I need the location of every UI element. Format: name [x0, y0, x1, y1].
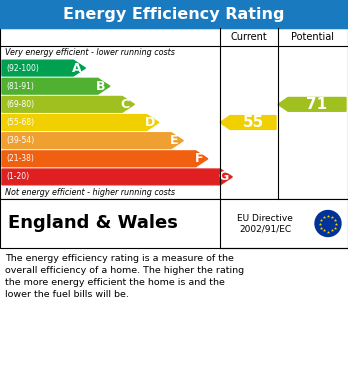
- Text: 2002/91/EC: 2002/91/EC: [239, 224, 291, 233]
- Text: D: D: [145, 116, 155, 129]
- Text: 71: 71: [307, 97, 327, 112]
- Polygon shape: [2, 115, 159, 130]
- Bar: [0, 0, 348, 28]
- Text: Potential: Potential: [292, 32, 334, 42]
- Bar: [0, 199, 348, 248]
- Text: the more energy efficient the home is and the: the more energy efficient the home is an…: [5, 278, 225, 287]
- Text: (81-91): (81-91): [6, 82, 34, 91]
- Text: 55: 55: [242, 115, 264, 130]
- Text: (39-54): (39-54): [6, 136, 34, 145]
- Text: F: F: [195, 152, 203, 165]
- Polygon shape: [2, 133, 183, 149]
- Text: G: G: [218, 170, 228, 183]
- Text: (21-38): (21-38): [6, 154, 34, 163]
- Text: England & Wales: England & Wales: [8, 215, 178, 233]
- Text: lower the fuel bills will be.: lower the fuel bills will be.: [5, 290, 129, 299]
- Polygon shape: [220, 116, 276, 129]
- Text: (1-20): (1-20): [6, 172, 29, 181]
- Text: Current: Current: [231, 32, 267, 42]
- Circle shape: [315, 210, 341, 237]
- Text: (92-100): (92-100): [6, 64, 39, 73]
- Polygon shape: [2, 78, 110, 94]
- Text: E: E: [170, 134, 179, 147]
- Polygon shape: [2, 97, 134, 112]
- Text: overall efficiency of a home. The higher the rating: overall efficiency of a home. The higher…: [5, 266, 244, 275]
- Polygon shape: [2, 169, 232, 185]
- Text: A: A: [72, 61, 81, 75]
- Text: Not energy efficient - higher running costs: Not energy efficient - higher running co…: [5, 188, 175, 197]
- Text: C: C: [121, 98, 130, 111]
- Text: Very energy efficient - lower running costs: Very energy efficient - lower running co…: [5, 48, 175, 57]
- Polygon shape: [2, 60, 85, 76]
- Text: B: B: [96, 80, 106, 93]
- Text: EU Directive: EU Directive: [237, 214, 293, 223]
- Polygon shape: [278, 97, 346, 111]
- Polygon shape: [2, 151, 208, 167]
- Text: The energy efficiency rating is a measure of the: The energy efficiency rating is a measur…: [5, 254, 234, 263]
- Text: Energy Efficiency Rating: Energy Efficiency Rating: [63, 7, 285, 22]
- Bar: [0, 28, 348, 199]
- Text: (69-80): (69-80): [6, 100, 34, 109]
- Text: (55-68): (55-68): [6, 118, 34, 127]
